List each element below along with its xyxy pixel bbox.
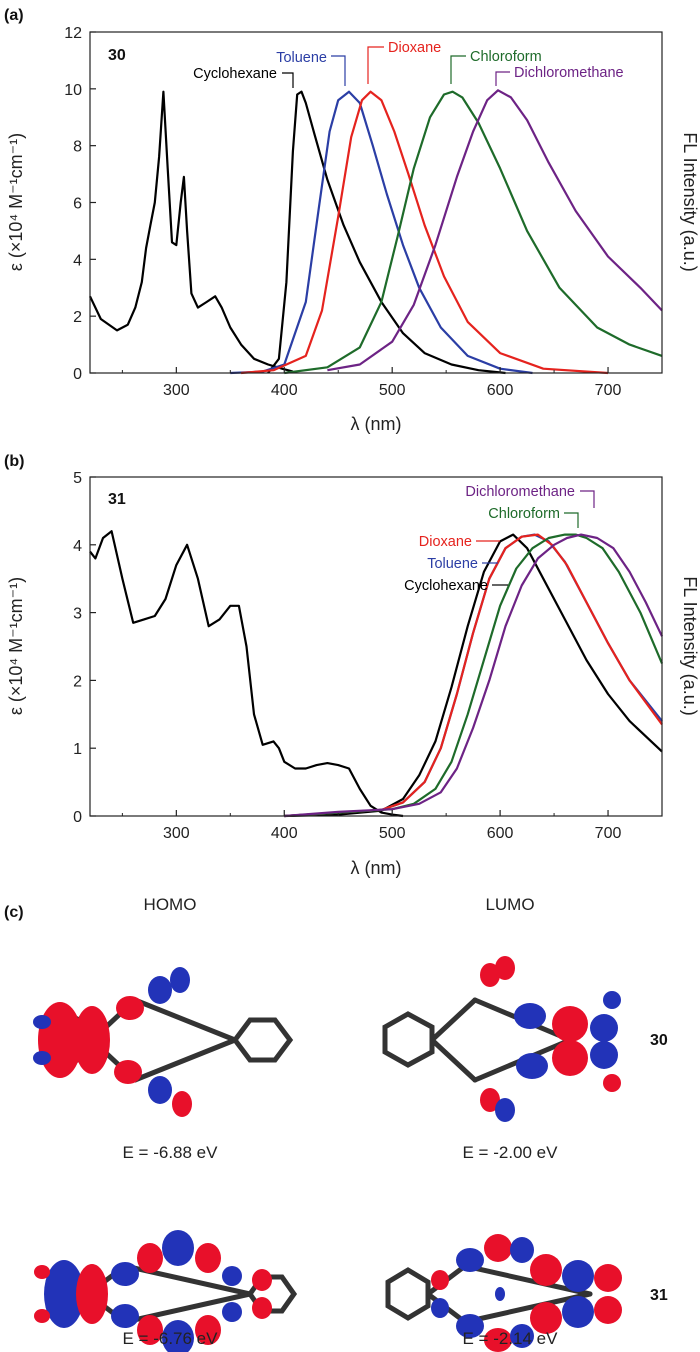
legend-a-cyclohexane: Cyclohexane xyxy=(193,66,277,82)
legend-b-dioxane: Dioxane xyxy=(419,534,472,550)
legend-a-chloroform: Chloroform xyxy=(470,49,542,65)
molecule-31-homo xyxy=(34,1230,298,1352)
chart-a-y-tick-label: 10 xyxy=(64,82,82,99)
legend-a-dioxane: Dioxane xyxy=(388,40,441,56)
chart-b-y-tick-label: 3 xyxy=(73,606,82,623)
legend-b-chloroform: Chloroform xyxy=(488,506,560,522)
chart-a-series-dioxane xyxy=(241,90,609,375)
chart-a-y-tick-label: 4 xyxy=(73,252,82,269)
chart-a-series-absorption xyxy=(89,90,294,373)
chart-a-y-label: ε (×10⁴ M⁻¹cm⁻¹) xyxy=(6,133,26,271)
chart-a-y-tick-label: 12 xyxy=(64,25,82,42)
chart-a-legend: Cyclohexane Toluene Dioxane Chloroform D… xyxy=(193,40,624,88)
chart-b-x-tick-label: 700 xyxy=(595,825,622,842)
chart-a-frame xyxy=(89,31,663,374)
leader-b-dichloromethane xyxy=(580,490,595,508)
chart-b-x-tick-label: 300 xyxy=(163,825,190,842)
chart-a-x-tick-label: 500 xyxy=(379,382,406,399)
chart-a-y-tick-label: 0 xyxy=(73,366,82,383)
panel-c-label: (c) xyxy=(4,904,24,921)
chart-b-series-chloroform xyxy=(284,533,664,818)
chart-b-series-absorption xyxy=(89,530,404,818)
chart-b-legend: Dichloromethane Chloroform Dioxane Tolue… xyxy=(404,484,595,594)
chart-b-series-group xyxy=(89,530,664,818)
molecule-31-lumo xyxy=(385,1234,622,1352)
chart-b-series-toluene xyxy=(284,533,663,818)
lumo-30-energy: E = -2.00 eV xyxy=(463,1143,559,1162)
leader-a-cyclohexane xyxy=(282,72,294,88)
compound-30-row-label: 30 xyxy=(650,1032,668,1049)
leader-b-chloroform xyxy=(564,512,579,528)
chart-b-x-label: λ (nm) xyxy=(351,858,402,878)
legend-a-dichloromethane: Dichloromethane xyxy=(514,65,624,81)
chart-a-series-toluene xyxy=(230,90,533,375)
chart-a-y-tick-label: 2 xyxy=(73,309,82,326)
chart-b-y-right-label: FL Intensity (a.u.) xyxy=(680,576,700,715)
lumo-title: LUMO xyxy=(485,895,534,914)
chart-b-frame xyxy=(89,476,663,817)
chart-a-x-tick-label: 400 xyxy=(271,382,298,399)
homo-30-energy: E = -6.88 eV xyxy=(123,1143,219,1162)
chart-a-x-tick-label: 700 xyxy=(595,382,622,399)
chart-b-y-tick-label: 0 xyxy=(73,809,82,826)
chart-b-series-dichloromethane xyxy=(284,533,663,818)
chart-b-y-tick-label: 4 xyxy=(73,538,82,555)
chart-a: 300 400 500 600 700 0 2 4 6 8 10 12 30 λ (nm) ε (×1… xyxy=(6,25,700,434)
chart-a-x-tick-label: 300 xyxy=(163,382,190,399)
leader-a-dichloromethane xyxy=(495,71,510,86)
chart-a-y-tick-label: 6 xyxy=(73,196,82,213)
legend-b-toluene: Toluene xyxy=(427,556,478,572)
chart-b-y-tick-label: 5 xyxy=(73,470,82,487)
legend-b-cyclohexane: Cyclohexane xyxy=(404,578,488,594)
chart-a-x-tick-label: 600 xyxy=(487,382,514,399)
panel-b-label: (b) xyxy=(4,453,24,470)
chart-b-x-tick-label: 400 xyxy=(271,825,298,842)
legend-a-toluene: Toluene xyxy=(276,50,327,66)
chart-b: 300 400 500 600 700 0 1 2 3 4 5 31 λ (nm) ε (×10⁴ … xyxy=(6,470,700,878)
legend-b-dichloromethane: Dichloromethane xyxy=(465,484,575,500)
molecule-30-homo xyxy=(33,967,294,1117)
leader-a-dioxane xyxy=(367,46,384,84)
homo-31-energy: E = -6.76 eV xyxy=(123,1329,219,1348)
lumo-31-energy: E = -2.14 eV xyxy=(463,1329,559,1348)
chart-a-y-right-label: FL Intensity (a.u.) xyxy=(680,132,700,271)
chart-a-compound-label: 30 xyxy=(108,47,126,64)
molecule-30-lumo xyxy=(382,956,621,1122)
chart-b-y-tick-label: 2 xyxy=(73,673,82,690)
chart-b-y-label: ε (×10⁴ M⁻¹cm⁻¹) xyxy=(6,577,26,715)
chart-a-x-label: λ (nm) xyxy=(351,414,402,434)
chart-b-series-dioxane xyxy=(284,533,663,818)
chart-a-series-cyclohexane xyxy=(267,90,506,375)
chart-a-series-group xyxy=(89,89,663,375)
chart-a-series-dichloromethane xyxy=(327,89,663,372)
leader-a-toluene xyxy=(331,55,346,86)
chart-b-x-tick-label: 500 xyxy=(379,825,406,842)
homo-title: HOMO xyxy=(144,895,197,914)
panel-a-label: (a) xyxy=(4,7,24,24)
chart-b-compound-label: 31 xyxy=(108,491,126,508)
compound-31-row-label: 31 xyxy=(650,1287,668,1304)
chart-b-x-tick-label: 600 xyxy=(487,825,514,842)
chart-a-y-tick-label: 8 xyxy=(73,139,82,156)
chart-b-series-cyclohexane xyxy=(284,533,663,818)
chart-a-series-chloroform xyxy=(284,90,663,375)
chart-b-y-tick-label: 1 xyxy=(73,741,82,758)
leader-a-chloroform xyxy=(450,55,466,84)
